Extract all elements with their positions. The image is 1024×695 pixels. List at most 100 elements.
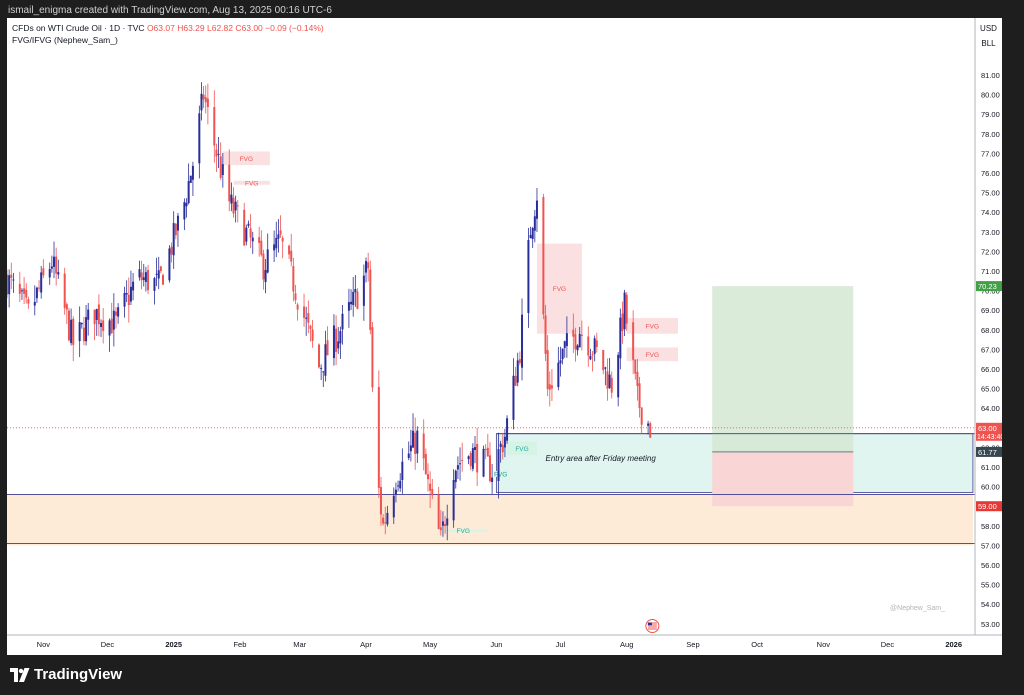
candle-body	[129, 286, 132, 302]
candle-body	[335, 328, 338, 352]
candle-body	[535, 200, 538, 219]
candle-body	[546, 350, 549, 389]
candle-body	[140, 272, 143, 281]
time-tick-label: Sep	[686, 640, 699, 649]
price-tick-label: 68.00	[981, 326, 1000, 335]
candle-body	[311, 329, 314, 341]
time-tick-label: Feb	[233, 640, 246, 649]
candle-body	[138, 269, 141, 278]
candle-body	[70, 319, 73, 344]
price-tick-label: 60.00	[981, 483, 1000, 492]
candle-body	[72, 318, 75, 345]
candle-body	[454, 470, 457, 483]
candle-body	[339, 331, 342, 344]
currency-code[interactable]: USD	[980, 24, 997, 33]
candle-body	[102, 320, 105, 331]
candle-body	[63, 273, 66, 308]
stop-zone	[712, 451, 854, 507]
candle-body	[266, 249, 269, 273]
candle-body	[371, 327, 374, 388]
currency-selector[interactable]: USD BLL	[975, 18, 1002, 58]
candle-body	[8, 275, 11, 295]
candle-body	[488, 455, 491, 482]
price-tick-label: 64.00	[981, 404, 1000, 413]
candle-body	[57, 272, 60, 275]
candle-body	[382, 517, 385, 524]
candle-body	[578, 333, 581, 348]
chart-panel[interactable]: FVG FVG FVG FVG FVG FVG FVG FVG Entry area after…	[7, 18, 1002, 655]
candle-body	[292, 266, 295, 292]
price-chart[interactable]: FVG FVG FVG FVG FVG FVG FVG FVG Entry area after…	[7, 18, 1002, 655]
tradingview-logo-icon	[10, 667, 30, 682]
fvg-box	[494, 470, 508, 477]
candle-body	[247, 223, 250, 226]
flag-stripe	[647, 624, 657, 626]
close-value: C63.00	[235, 23, 263, 33]
fvg-label: FVG	[245, 180, 258, 187]
fvg-box	[626, 347, 679, 362]
fvg-label: FVG	[240, 156, 253, 163]
candle-body	[354, 289, 357, 293]
candle-body	[441, 521, 444, 526]
candle-body	[97, 304, 100, 325]
candle-body	[206, 98, 209, 108]
currency-unit[interactable]: BLL	[981, 39, 996, 48]
candle-body	[230, 194, 233, 204]
candle-body	[638, 383, 641, 409]
candle-body	[625, 294, 628, 324]
target-zone	[712, 286, 854, 452]
candle-body	[467, 456, 470, 460]
price-tick-label: 81.00	[981, 71, 1000, 80]
candle-body	[10, 274, 13, 278]
candle-body	[123, 292, 126, 307]
candle-body	[38, 287, 41, 289]
price-tick-label: 79.00	[981, 110, 1000, 119]
candle-body	[503, 436, 506, 448]
candle-body	[12, 279, 15, 281]
candle-body	[189, 175, 192, 183]
candle-body	[324, 344, 327, 376]
fvg-label: FVG	[457, 528, 470, 535]
low-value: L62.82	[207, 23, 233, 33]
candle-body	[424, 453, 427, 475]
candle-body	[574, 334, 577, 350]
candle-body	[50, 266, 53, 269]
candle-body	[377, 386, 380, 488]
price-label-box	[976, 446, 1002, 457]
candle-body	[159, 266, 162, 272]
price-label: 59.00	[978, 502, 997, 511]
candle-body	[431, 488, 434, 496]
price-tick-label: 69.00	[981, 306, 1000, 315]
candle-body	[326, 340, 329, 356]
candle-body	[236, 205, 239, 207]
price-tick-label: 66.00	[981, 365, 1000, 374]
candle-body	[365, 261, 368, 273]
candle-body	[347, 302, 350, 311]
candle-body	[512, 375, 515, 420]
time-tick-label: 2026	[945, 640, 962, 649]
candle-body	[606, 371, 609, 389]
candle-body	[437, 494, 440, 529]
candle-body	[275, 237, 278, 249]
time-tick-label: Nov	[817, 640, 831, 649]
fvg-label: FVG	[553, 286, 566, 293]
candle-body	[273, 244, 276, 251]
candle-body	[23, 288, 26, 294]
candle-body	[35, 287, 38, 299]
candle-body	[561, 348, 564, 360]
entry-area-annotation: Entry area after Friday meeting	[546, 454, 657, 463]
candle-body	[114, 311, 117, 316]
price-tick-label: 61.00	[981, 463, 1000, 472]
change-value: −0.09 (−0.14%)	[265, 23, 324, 33]
candle-body	[243, 209, 246, 246]
candle-body	[25, 289, 28, 298]
candle-body	[484, 449, 487, 451]
candle-body	[198, 113, 201, 164]
candle-body	[456, 465, 459, 470]
candle-body	[174, 223, 177, 236]
fvg-label: FVG	[646, 323, 659, 330]
candle-body	[288, 245, 291, 255]
symbol-info: CFDs on WTI Crude Oil · 1D · TVC	[12, 23, 145, 33]
candle-body	[258, 237, 261, 244]
candle-body	[649, 423, 652, 438]
